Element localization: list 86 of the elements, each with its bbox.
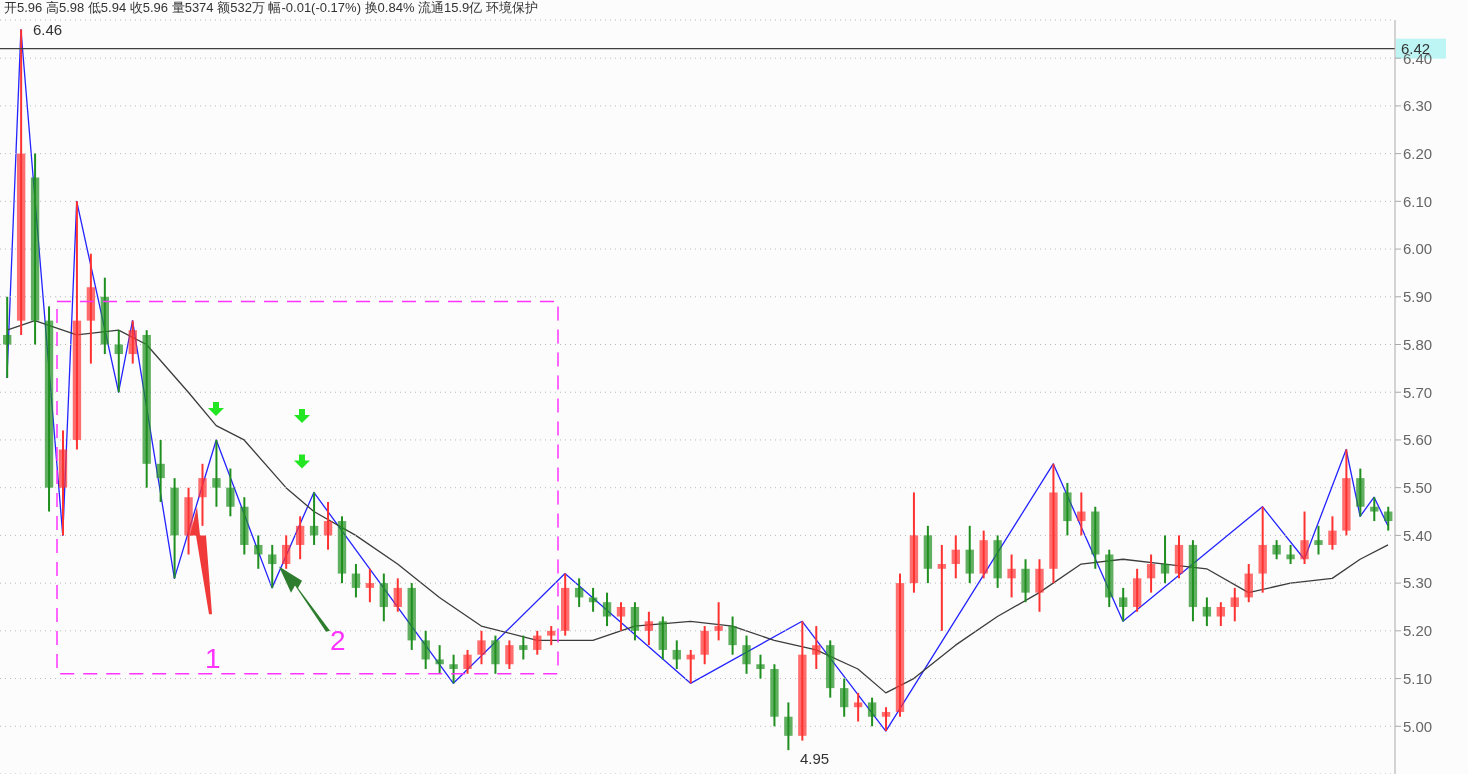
candlestick xyxy=(756,653,765,680)
y-tick-label: 5.90 xyxy=(1403,288,1433,306)
y-tick-label: 5.50 xyxy=(1403,479,1433,496)
candlestick xyxy=(268,543,277,589)
candlestick xyxy=(198,462,207,527)
candlestick xyxy=(3,295,12,379)
y-tick-label: 5.40 xyxy=(1403,526,1433,544)
y-tick-label: 5.00 xyxy=(1403,717,1433,735)
y-tick-label: 5.60 xyxy=(1403,431,1433,449)
candlestick xyxy=(812,625,821,671)
y-tick-label: 5.20 xyxy=(1403,622,1433,640)
candlestick xyxy=(547,625,556,647)
candlestick xyxy=(1314,524,1323,556)
candlestick xyxy=(714,601,723,642)
candlestick xyxy=(1021,558,1030,604)
candlestick xyxy=(519,634,528,661)
candlestick xyxy=(1077,491,1086,537)
candlestick xyxy=(477,629,486,666)
candlestick xyxy=(742,634,751,675)
candlestick xyxy=(616,601,626,632)
y-tick-label: 5.30 xyxy=(1403,574,1433,592)
y-tick-label: 6.30 xyxy=(1403,97,1433,115)
y-tick-label: 6.10 xyxy=(1403,192,1433,210)
candlestick xyxy=(1007,553,1016,599)
y-tick-label: 5.70 xyxy=(1403,383,1433,401)
candlestick xyxy=(393,577,402,613)
candlestick xyxy=(1370,496,1379,523)
candlestick xyxy=(156,438,165,503)
candlestick xyxy=(867,696,877,728)
candlestick xyxy=(1286,543,1295,566)
candlestick xyxy=(937,543,947,632)
candlestick xyxy=(784,701,793,752)
candlestick xyxy=(282,534,291,570)
candlestick xyxy=(672,639,681,671)
candlestick xyxy=(1300,510,1309,566)
candlestick xyxy=(379,572,389,623)
candlestick xyxy=(226,467,235,518)
candlestick xyxy=(853,691,863,723)
candlestick xyxy=(881,706,891,733)
candlestick xyxy=(1328,515,1337,551)
candlestick xyxy=(309,491,319,546)
candlestick xyxy=(114,329,123,394)
candlestick xyxy=(435,644,444,675)
candlestick xyxy=(602,591,612,628)
candlestick xyxy=(1119,586,1128,623)
candlestick xyxy=(254,534,263,570)
candlestick xyxy=(1230,586,1239,623)
candlestick xyxy=(1384,505,1393,532)
candlestick xyxy=(128,319,137,365)
candlestick xyxy=(533,629,542,656)
candlestick xyxy=(1202,596,1212,628)
annotation: 4.95 xyxy=(800,750,830,767)
candlestick xyxy=(700,625,709,666)
y-tick-label: 5.80 xyxy=(1403,335,1433,353)
candlestick xyxy=(491,634,500,675)
annotation: 2 xyxy=(330,625,346,656)
candlestick xyxy=(1244,563,1253,604)
candlestick xyxy=(728,615,737,656)
candlestick xyxy=(421,629,430,671)
candlestick xyxy=(840,677,849,718)
candlestick xyxy=(1160,534,1170,585)
candlestick xyxy=(351,563,361,599)
annotation: 1 xyxy=(205,643,221,674)
candlestick xyxy=(295,515,305,561)
candlestick xyxy=(505,639,514,671)
candlestick xyxy=(951,534,960,580)
candlestick xyxy=(588,586,598,613)
chart-subtitle: 开5.96 高5.98 低5.94 收5.96 量5374 额532万 幅-0.01(-0.17%) 换0.84% 流通15.9亿 环境保护 xyxy=(4,0,538,16)
candlestick xyxy=(1216,601,1226,628)
candlestick xyxy=(574,577,584,608)
y-tick-label: 6.20 xyxy=(1403,144,1433,162)
y-tick-label: 6.00 xyxy=(1403,240,1433,258)
candlestick xyxy=(365,567,375,604)
candlestick xyxy=(965,524,974,585)
candlestick xyxy=(212,438,221,508)
candlestick xyxy=(323,500,333,551)
y-tick-label: 5.10 xyxy=(1403,669,1433,687)
candlestick xyxy=(1272,539,1281,561)
line-series xyxy=(6,320,1389,694)
candlestick xyxy=(463,648,472,675)
candlestick xyxy=(630,601,640,642)
candlestick xyxy=(644,610,654,647)
candlestick xyxy=(1035,558,1044,613)
candlestick xyxy=(1146,553,1156,594)
annotation: 6.46 xyxy=(33,21,63,38)
candlestick xyxy=(449,653,458,685)
